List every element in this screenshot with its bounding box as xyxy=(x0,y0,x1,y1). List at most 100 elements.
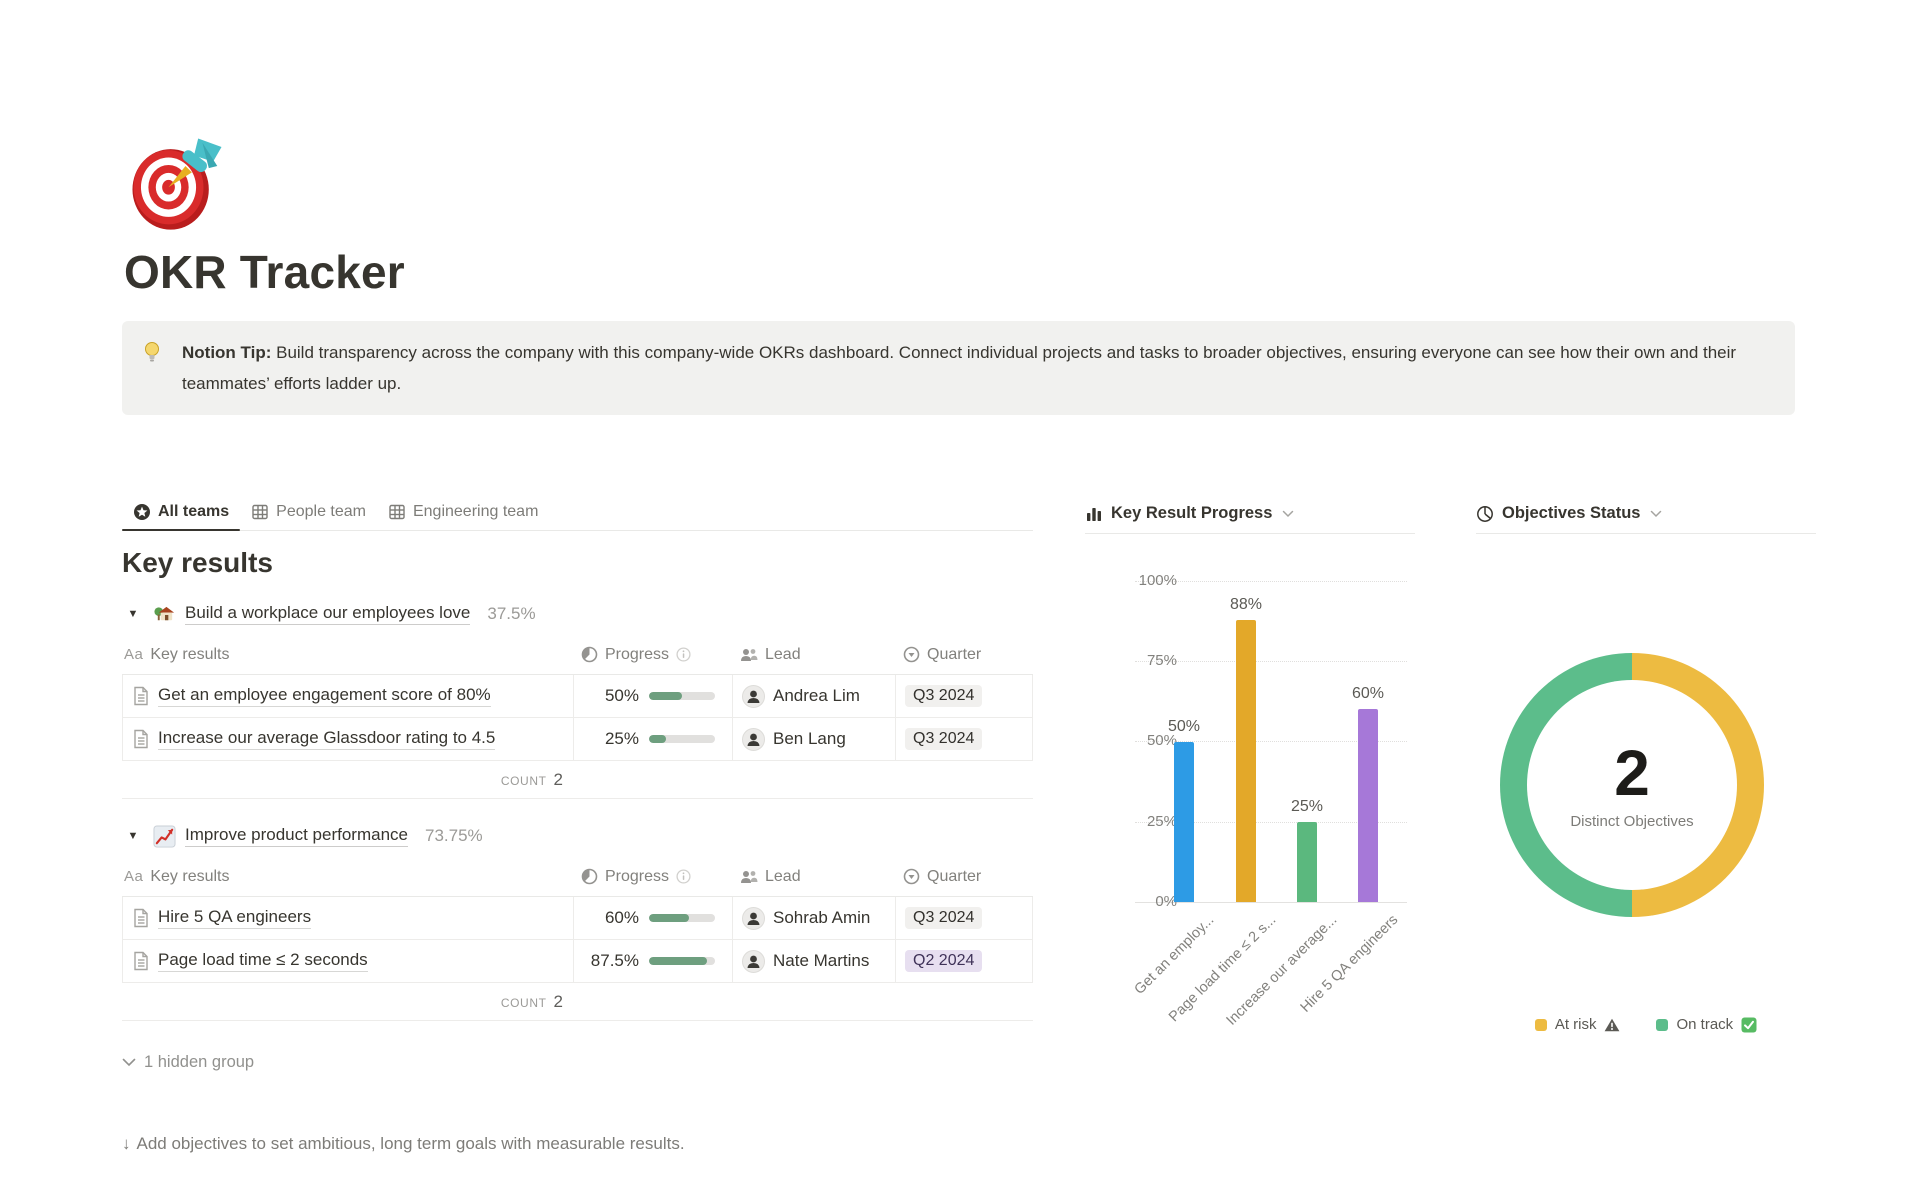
progress-bar xyxy=(649,957,715,965)
at-risk-swatch xyxy=(1534,1018,1547,1031)
key-result-link[interactable]: Get an employee engagement score of 80% xyxy=(158,685,491,707)
table-header-row: Aa Key results Progress Lead xyxy=(122,635,1033,675)
x-axis-label: Hire 5 QA engineers xyxy=(1297,912,1402,1016)
progress-value: 25% xyxy=(604,729,639,748)
bar-page-load-time xyxy=(1236,619,1256,902)
page-title: OKR Tracker xyxy=(124,246,405,298)
table-row[interactable]: Hire 5 QA engineers 60% Sohrab Amin Q3 2… xyxy=(122,897,1033,940)
x-axis-label: Page load time ≤ 2 s... xyxy=(1166,912,1280,1026)
key-result-link[interactable]: Increase our average Glassdoor rating to… xyxy=(158,728,496,750)
quarter-badge[interactable]: Q3 2024 xyxy=(905,907,983,929)
progress-value: 50% xyxy=(604,686,639,705)
avatar xyxy=(742,684,765,708)
bar-value-label: 25% xyxy=(1290,797,1324,815)
table-row[interactable]: Increase our average Glassdoor rating to… xyxy=(122,718,1033,761)
arrow-down-icon: ↓ xyxy=(122,1134,131,1153)
quarter-cell: Q2 2024 xyxy=(895,940,1033,982)
lead-cell[interactable]: Nate Martins xyxy=(732,940,895,982)
column-header-progress[interactable]: Progress xyxy=(573,857,732,896)
star-view-icon xyxy=(134,504,150,520)
info-icon[interactable] xyxy=(676,869,691,884)
bar-chart-view-selector[interactable]: Key Result Progress xyxy=(1085,494,1415,534)
add-objectives-hint: ↓ Add objectives to set ambitious, long … xyxy=(122,1134,685,1153)
quarter-cell: Q3 2024 xyxy=(895,718,1033,760)
table-row[interactable]: Page load time ≤ 2 seconds 87.5% Nate Ma… xyxy=(122,940,1033,983)
key-result-link[interactable]: Page load time ≤ 2 seconds xyxy=(158,950,368,972)
table-row[interactable]: Get an employee engagement score of 80% … xyxy=(122,675,1033,718)
chevron-down-icon xyxy=(1651,510,1662,517)
count-label: COUNT xyxy=(500,773,547,788)
y-axis-tick: 25% xyxy=(1146,813,1177,830)
avatar xyxy=(742,949,765,973)
group-header-product: ▼ Improve product performance 73.75% xyxy=(122,821,1033,851)
progress-rollup-icon xyxy=(581,646,598,663)
chart-increasing-icon xyxy=(153,824,176,848)
avatar xyxy=(742,906,765,930)
select-property-icon xyxy=(903,646,920,663)
group-header-workplace: ▼ Build a workplace our employees love 3… xyxy=(122,599,1033,629)
quarter-badge[interactable]: Q3 2024 xyxy=(905,728,983,750)
legend-item-on-track[interactable]: On track xyxy=(1656,1016,1757,1033)
bar-chart-x-axis: Get an employ... Page load time ≤ 2 s...… xyxy=(1132,902,1415,1052)
column-header-progress[interactable]: Progress xyxy=(573,635,732,674)
progress-value: 60% xyxy=(604,908,639,927)
on-track-swatch xyxy=(1656,1018,1669,1031)
page-icon xyxy=(134,908,148,928)
group-count-row[interactable]: COUNT 2 xyxy=(122,983,1033,1021)
group-count-row[interactable]: COUNT 2 xyxy=(122,761,1033,799)
bar-chart-plot: 100% 75% 50% 25% 0% 50% 88% 25% 60% xyxy=(1135,572,1407,910)
group-toggle-icon[interactable]: ▼ xyxy=(127,608,139,620)
page-icon xyxy=(134,729,148,749)
bar-chart-icon xyxy=(1087,507,1101,521)
column-header-title[interactable]: Aa Key results xyxy=(124,867,230,886)
count-label: COUNT xyxy=(500,995,547,1010)
x-axis-label: Increase our average... xyxy=(1223,912,1341,1029)
avatar xyxy=(742,727,765,751)
pie-chart-icon xyxy=(1477,505,1493,522)
y-axis-tick: 75% xyxy=(1146,652,1177,669)
lead-name: Ben Lang xyxy=(773,729,846,748)
legend-item-at-risk[interactable]: At risk xyxy=(1534,1016,1621,1033)
bar-value-label: 88% xyxy=(1229,595,1263,613)
tab-all-teams[interactable]: All teams xyxy=(122,494,241,531)
table-view-icon xyxy=(252,504,268,520)
chevron-down-icon xyxy=(122,1058,136,1067)
column-header-title[interactable]: Aa Key results xyxy=(124,645,230,664)
group-title-link[interactable]: Improve product performance xyxy=(185,825,408,847)
donut-chart-view-selector[interactable]: Objectives Status xyxy=(1476,494,1816,534)
view-tabs: All teams People team Engineering team xyxy=(122,494,1033,531)
progress-bar xyxy=(649,735,715,743)
panel-title: Objectives Status xyxy=(1502,504,1641,522)
callout-label: Notion Tip: xyxy=(182,343,272,362)
donut-center-label: Distinct Objectives xyxy=(1570,812,1694,830)
page-icon xyxy=(134,686,148,706)
quarter-badge[interactable]: Q2 2024 xyxy=(905,950,983,972)
title-property-icon: Aa xyxy=(124,868,144,885)
key-result-link[interactable]: Hire 5 QA engineers xyxy=(158,907,312,929)
quarter-cell: Q3 2024 xyxy=(895,897,1033,939)
column-header-quarter[interactable]: Quarter xyxy=(895,857,1033,896)
info-icon[interactable] xyxy=(676,647,691,662)
y-axis-tick: 50% xyxy=(1146,732,1177,749)
x-axis-label: Get an employ... xyxy=(1131,912,1218,998)
panel-title: Key Result Progress xyxy=(1111,504,1273,522)
tab-people-team[interactable]: People team xyxy=(240,494,377,530)
quarter-badge[interactable]: Q3 2024 xyxy=(905,685,983,707)
column-header-lead[interactable]: Lead xyxy=(732,857,895,896)
donut-legend: At risk On track xyxy=(1476,1016,1816,1033)
light-bulb-icon xyxy=(145,342,159,362)
progress-bar xyxy=(649,914,715,922)
lead-cell[interactable]: Andrea Lim xyxy=(732,675,895,717)
column-header-lead[interactable]: Lead xyxy=(732,635,895,674)
lead-cell[interactable]: Ben Lang xyxy=(732,718,895,760)
lead-name: Nate Martins xyxy=(773,951,870,970)
chevron-down-icon xyxy=(1283,510,1294,517)
group-title-link[interactable]: Build a workplace our employees love xyxy=(185,603,471,625)
group-toggle-icon[interactable]: ▼ xyxy=(127,830,139,842)
lead-cell[interactable]: Sohrab Amin xyxy=(732,897,895,939)
tab-engineering-team[interactable]: Engineering team xyxy=(377,494,549,530)
hidden-group-toggle[interactable]: 1 hidden group xyxy=(122,1053,1033,1072)
key-result-progress-panel: Key Result Progress 100% 75% 50% 25% 0% … xyxy=(1085,494,1415,1052)
count-value: 2 xyxy=(553,769,563,789)
column-header-quarter[interactable]: Quarter xyxy=(895,635,1033,674)
